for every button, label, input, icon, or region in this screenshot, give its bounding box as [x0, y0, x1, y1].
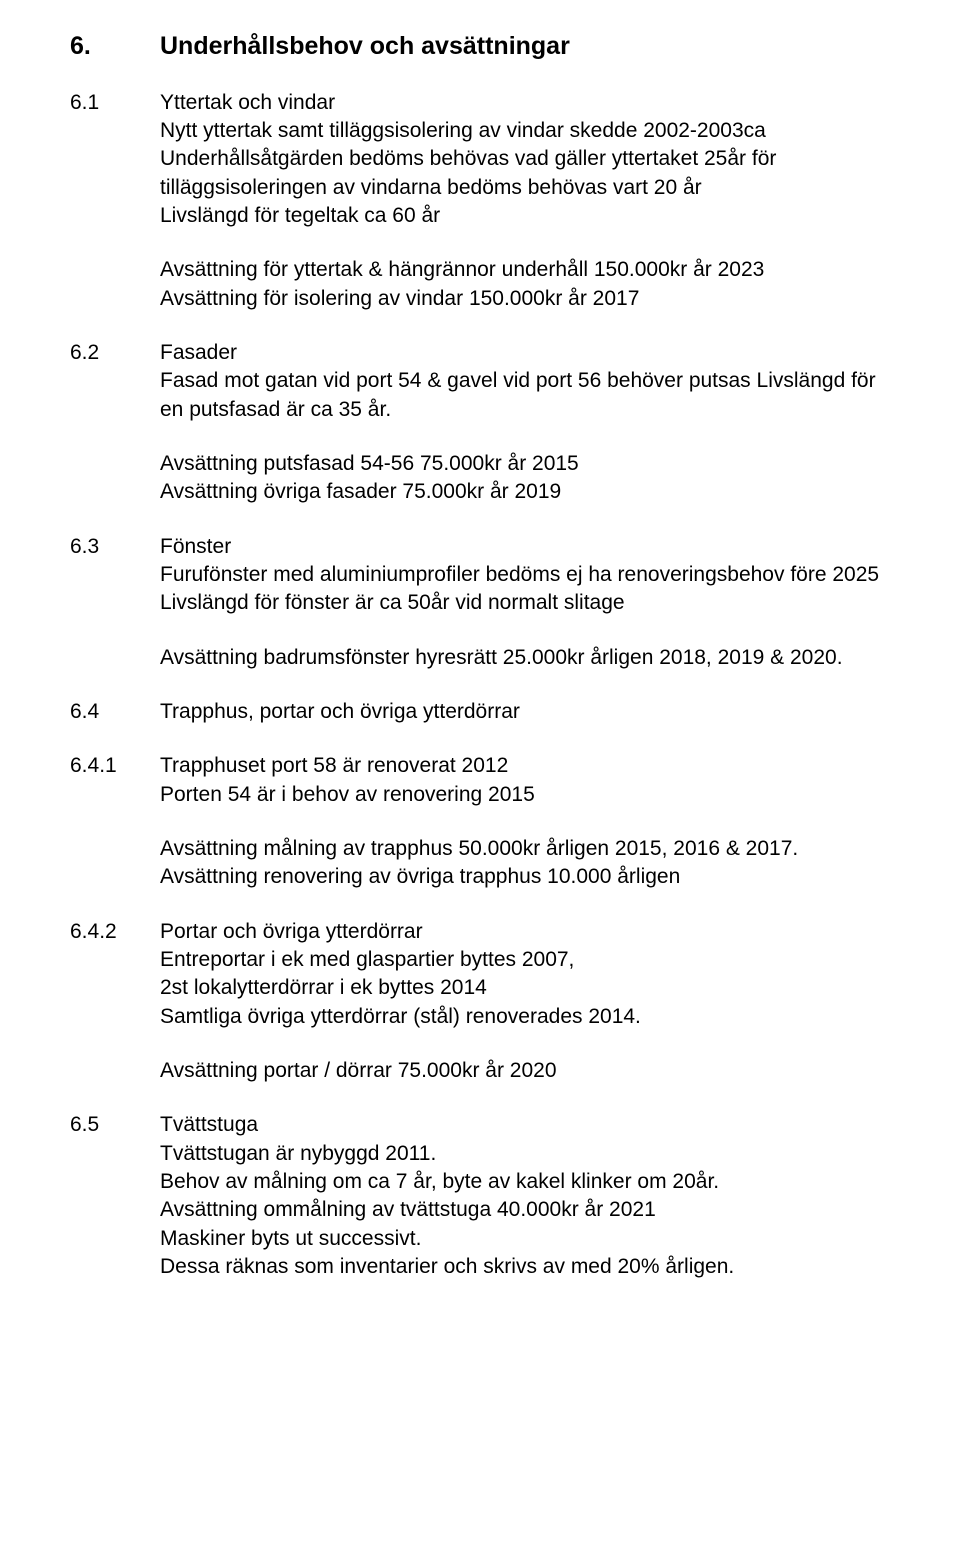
paragraph: Avsättning putsfasad 54-56 75.000kr år 2… — [160, 452, 579, 475]
section-number: 6.2 — [70, 339, 160, 507]
section-6-4-2: 6.4.2 Portar och övriga ytterdörrar Entr… — [70, 918, 890, 1086]
paragraph: Avsättning badrumsfönster hyresrätt 25.0… — [160, 646, 843, 669]
section-number: 6.3 — [70, 533, 160, 672]
paragraph: Samtliga övriga ytterdörrar (stål) renov… — [160, 1005, 641, 1028]
paragraph: 2st lokalytterdörrar i ek byttes 2014 — [160, 976, 487, 999]
section-6-heading: 6. Underhållsbehov och avsättningar — [70, 30, 890, 63]
paragraph: Avsättning för isolering av vindar 150.0… — [160, 287, 639, 310]
paragraph: Avsättning övriga fasader 75.000kr år 20… — [160, 480, 561, 503]
paragraph: Furufönster med aluminiumprofiler bedöms… — [160, 563, 879, 586]
section-6-5: 6.5 Tvättstuga Tvättstugan är nybyggd 20… — [70, 1111, 890, 1281]
paragraph: Porten 54 är i behov av renovering 2015 — [160, 783, 535, 806]
section-body: Trapphuset port 58 är renoverat 2012 Por… — [160, 752, 890, 891]
subsection-title: Fasader — [160, 341, 237, 364]
paragraph: Livslängd för tegeltak ca 60 år — [160, 204, 440, 227]
subsection-title: Yttertak och vindar — [160, 91, 335, 114]
section-body: Portar och övriga ytterdörrar Entreporta… — [160, 918, 890, 1086]
section-number: 6. — [70, 30, 160, 63]
section-body: Fasader Fasad mot gatan vid port 54 & ga… — [160, 339, 890, 507]
subsection-title: Portar och övriga ytterdörrar — [160, 920, 423, 943]
paragraph: Trapphuset port 58 är renoverat 2012 — [160, 754, 508, 777]
paragraph: Avsättning ommålning av tvättstuga 40.00… — [160, 1198, 656, 1221]
section-number: 6.4.2 — [70, 918, 160, 1086]
section-6-4: 6.4 Trapphus, portar och övriga ytterdör… — [70, 698, 890, 726]
subsection-title: Tvättstuga — [160, 1113, 258, 1136]
section-number: 6.4 — [70, 698, 160, 726]
section-body: Trapphus, portar och övriga ytterdörrar — [160, 698, 890, 726]
section-body: Tvättstuga Tvättstugan är nybyggd 2011. … — [160, 1111, 890, 1281]
paragraph: Livslängd för fönster är ca 50år vid nor… — [160, 591, 625, 614]
section-body: Yttertak och vindar Nytt yttertak samt t… — [160, 89, 890, 313]
paragraph: Maskiner byts ut successivt. — [160, 1227, 421, 1250]
paragraph: Fasad mot gatan vid port 54 & gavel vid … — [160, 369, 876, 420]
paragraph: Avsättning portar / dörrar 75.000kr år 2… — [160, 1059, 557, 1082]
section-body: Fönster Furufönster med aluminiumprofile… — [160, 533, 890, 672]
paragraph: Tvättstugan är nybyggd 2011. — [160, 1142, 436, 1165]
section-6-3: 6.3 Fönster Furufönster med aluminiumpro… — [70, 533, 890, 672]
paragraph: Avsättning för yttertak & hängrännor und… — [160, 258, 764, 281]
paragraph: Avsättning målning av trapphus 50.000kr … — [160, 837, 798, 860]
paragraph: Entreportar i ek med glaspartier byttes … — [160, 948, 574, 971]
section-6-4-1: 6.4.1 Trapphuset port 58 är renoverat 20… — [70, 752, 890, 891]
paragraph: Nytt yttertak samt tilläggsisolering av … — [160, 119, 776, 199]
section-number: 6.4.1 — [70, 752, 160, 891]
section-number: 6.1 — [70, 89, 160, 313]
section-6-2: 6.2 Fasader Fasad mot gatan vid port 54 … — [70, 339, 890, 507]
subsection-title: Fönster — [160, 535, 231, 558]
section-6-1: 6.1 Yttertak och vindar Nytt yttertak sa… — [70, 89, 890, 313]
paragraph: Avsättning renovering av övriga trapphus… — [160, 865, 680, 888]
paragraph: Dessa räknas som inventarier och skrivs … — [160, 1255, 734, 1278]
subsection-title: Trapphus, portar och övriga ytterdörrar — [160, 700, 520, 723]
section-number: 6.5 — [70, 1111, 160, 1281]
paragraph: Behov av målning om ca 7 år, byte av kak… — [160, 1170, 719, 1193]
section-title: Underhållsbehov och avsättningar — [160, 30, 890, 63]
